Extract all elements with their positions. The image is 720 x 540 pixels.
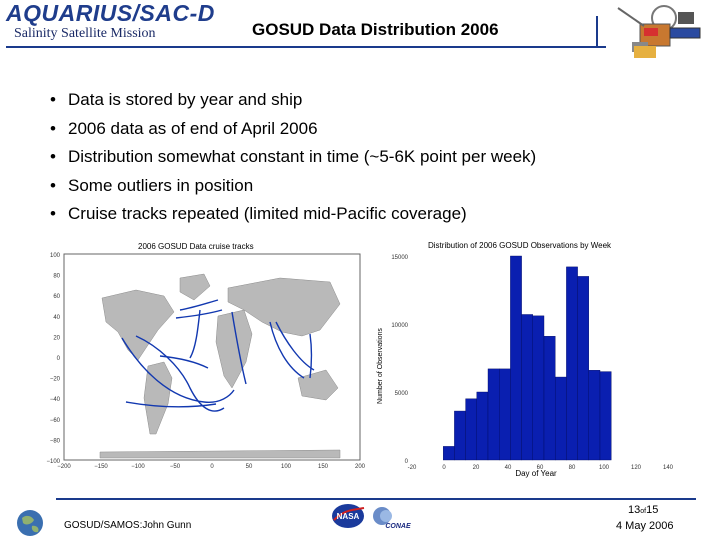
bar: [465, 398, 477, 461]
bullet-item: • Some outliers in position: [50, 174, 536, 203]
bar: [454, 410, 466, 461]
bar: [599, 371, 612, 461]
bullet-item: • Cruise tracks repeated (limited mid-Pac…: [50, 202, 536, 231]
bullet-dot-icon: •: [50, 204, 56, 223]
map-y-tick-label: −100: [46, 459, 60, 465]
earth-globe-icon: [17, 510, 43, 536]
x-tick-label: 20: [473, 465, 480, 471]
footer-divider: [56, 498, 696, 500]
x-tick-label: 40: [505, 465, 512, 471]
slide-date: 4 May 2006: [616, 520, 674, 532]
nasa-logo: NASA: [332, 504, 365, 528]
x-tick-label: 80: [569, 465, 576, 471]
page-of-label: of: [640, 508, 647, 515]
x-tick-label: 0: [442, 465, 446, 471]
map-x-tick-label: −50: [170, 464, 181, 470]
page-number: 13of15: [628, 504, 658, 516]
bullet-item: • Distribution somewhat constant in time …: [50, 145, 536, 174]
aquarius-logo-text: AQUARIUS/SAC-D: [6, 0, 215, 26]
bullet-list: • Data is stored by year and ship • 2006 d…: [50, 88, 536, 231]
conae-logo-text: CONAE: [385, 523, 411, 530]
bar: [554, 376, 567, 461]
bar: [442, 446, 455, 461]
page-current: 13: [628, 504, 641, 516]
map-y-axis: 100 80 60 40 20 0 −20 −40 −60 −80 −100: [46, 253, 60, 465]
map-y-tick-label: −80: [50, 438, 61, 444]
map-y-tick-label: 0: [57, 356, 61, 362]
satellite-illustration: [617, 5, 701, 58]
map-x-tick-label: −100: [131, 464, 145, 470]
map-land: [99, 273, 341, 459]
chart-title: Distribution of 2006 GOSUD Observations …: [428, 241, 612, 250]
bar: [532, 315, 545, 461]
map-x-tick-label: 200: [355, 464, 366, 470]
map-x-tick-label: 0: [210, 464, 214, 470]
bar: [476, 391, 489, 461]
chart-y-label: Number of Observations: [377, 328, 384, 404]
y-tick-label: 10000: [391, 323, 408, 329]
page-total: 15: [646, 504, 659, 516]
map-x-tick-label: 50: [246, 464, 253, 470]
map-y-tick-label: 60: [53, 294, 60, 300]
map-y-tick-label: 40: [53, 315, 60, 321]
bar: [487, 368, 500, 461]
bar: [498, 368, 511, 461]
bullet-dot-icon: •: [50, 90, 56, 109]
map-x-tick-label: 150: [318, 464, 329, 470]
map-y-tick-label: 80: [53, 274, 60, 280]
map-x-tick-label: −200: [57, 464, 71, 470]
bar: [521, 314, 534, 461]
x-tick-label: 120: [631, 465, 642, 471]
bar: [566, 266, 578, 461]
footer-credit: GOSUD/SAMOS:John Gunn: [64, 520, 192, 531]
x-tick-label: 60: [537, 465, 544, 471]
x-tick-label: 140: [663, 465, 674, 471]
bar: [577, 276, 590, 461]
bullet-dot-icon: •: [50, 147, 56, 166]
cruise-track-map: 2006 GOSUD Data cruise tracks 100 80 60 40 2…: [46, 242, 365, 470]
map-x-axis: −200 −150 −100 −50 0 50 100 150 200: [57, 464, 365, 470]
y-tick-label: 0: [405, 459, 409, 465]
map-x-tick-label: 100: [281, 464, 292, 470]
chart-bars: [442, 255, 612, 461]
y-tick-label: 5000: [395, 391, 409, 397]
bar: [588, 370, 601, 461]
x-tick-label: 100: [599, 465, 610, 471]
observations-bar-chart: Distribution of 2006 GOSUD Observations …: [377, 241, 674, 478]
chart-y-axis: 0 5000 10000 15000: [391, 255, 408, 465]
bullet-dot-icon: •: [50, 118, 56, 138]
map-x-tick-label: −150: [94, 464, 108, 470]
header-divider-vertical: [596, 16, 598, 48]
mission-subtitle: Salinity Satellite Mission: [14, 26, 156, 41]
header-divider: [6, 46, 606, 48]
map-title: 2006 GOSUD Data cruise tracks: [138, 242, 254, 251]
chart-x-axis: -20 0 20 40 60 80 100 120 140: [408, 465, 674, 471]
map-y-tick-label: 100: [50, 253, 61, 259]
map-y-tick-label: −20: [50, 377, 61, 383]
slide-title: GOSUD Data Distribution 2006: [252, 20, 499, 39]
bar: [543, 336, 556, 461]
bar: [510, 255, 522, 461]
bullet-item: • Data is stored by year and ship: [50, 88, 536, 117]
x-tick-label: -20: [408, 465, 417, 471]
satellite-icon: [617, 5, 701, 58]
nasa-logo-text: NASA: [337, 512, 360, 521]
cruise-tracks: [121, 299, 315, 412]
conae-logo: CONAE: [373, 507, 411, 530]
map-y-tick-label: −40: [50, 397, 61, 403]
bullet-dot-icon: •: [50, 175, 56, 195]
bullet-item: • 2006 data as of end of April 2006: [50, 117, 536, 146]
y-tick-label: 15000: [391, 255, 408, 261]
map-y-tick-label: −60: [50, 418, 61, 424]
map-y-tick-label: 20: [53, 335, 60, 341]
chart-x-label: Day of Year: [515, 469, 557, 478]
